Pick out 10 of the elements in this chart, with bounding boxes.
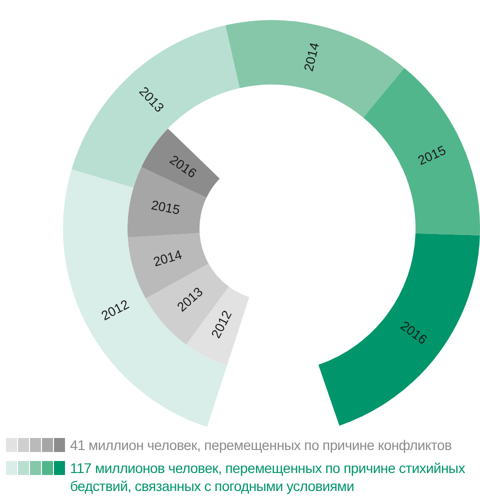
category-label: 2014 [300,41,322,73]
legend-label: 117 миллионов человек, перемещенных по причине стихийных бедствий, связанных с погодными условиями [70,459,466,495]
category-label: 2015 [416,142,448,168]
slice-label: 2014 [152,246,184,270]
slice-label: 2016 [167,152,200,181]
category-label: 2016 [398,318,430,348]
legend-label: 41 миллион человек, перемещенных по причине конфликтов [70,436,452,454]
slice-label: 2012 [208,308,235,341]
category-label: 2012 [98,296,132,324]
slice-label: 2015 [150,197,182,218]
